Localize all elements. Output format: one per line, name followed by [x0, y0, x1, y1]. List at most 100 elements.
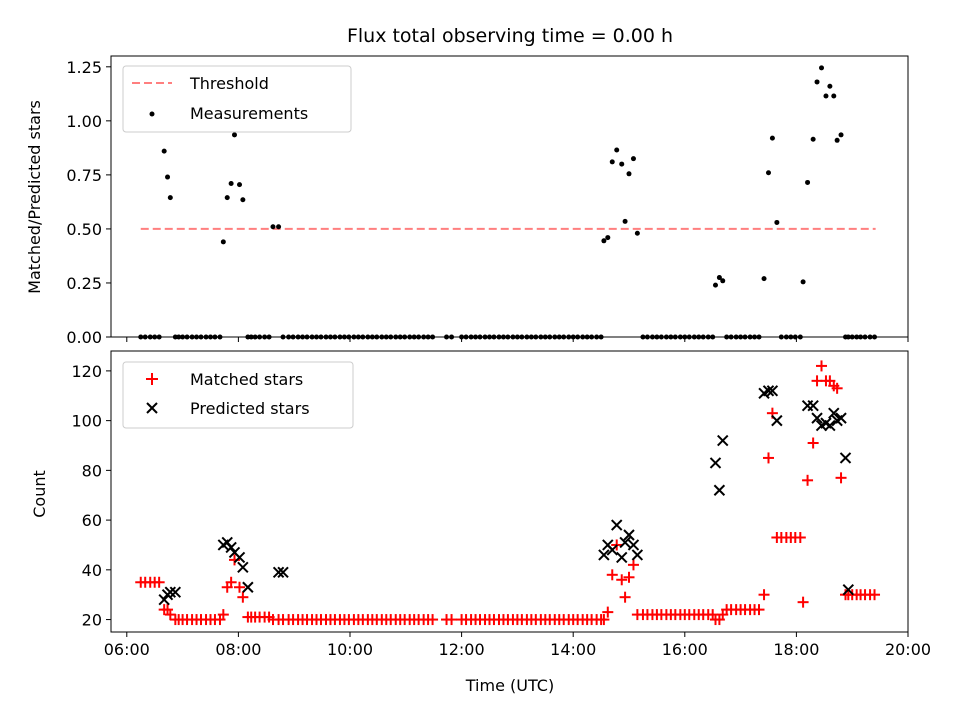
- matched-stars-point: [217, 609, 229, 621]
- bottom-legend: Matched stars Predicted stars: [122, 361, 354, 429]
- predicted-stars-point: [627, 539, 640, 551]
- x-tick-label: 08:00: [215, 640, 261, 659]
- measurement-point: [231, 132, 237, 138]
- legend-predicted-label: Predicted stars: [190, 399, 310, 418]
- matched-stars-point: [627, 559, 639, 571]
- matched-stars-point: [598, 614, 610, 626]
- matched-stars-point: [237, 591, 249, 603]
- measurement-point: [605, 235, 611, 241]
- bottom-y-axis-label: Count: [30, 470, 49, 518]
- matched-stars-point: [794, 532, 806, 544]
- predicted-stars-point: [762, 385, 775, 397]
- predicted-stars-point: [272, 566, 285, 579]
- measurement-point: [720, 278, 726, 284]
- bottom-axis-ticks: 06:00 08:00 10:00 12:00 14:00 16:00 18:00 20:00…: [71, 362, 931, 659]
- predicted-stars-point: [807, 400, 819, 412]
- predicted-stars-point: [839, 452, 852, 464]
- predicted-stars-point: [237, 561, 249, 574]
- matched-stars-point: [234, 581, 246, 593]
- x-tick-label: 18:00: [773, 640, 819, 659]
- measurement-point: [800, 279, 806, 285]
- x-tick-label: 16:00: [662, 640, 708, 659]
- y-tick-label: 0.50: [66, 220, 102, 239]
- matched-stars-point: [623, 571, 635, 583]
- measurement-point: [165, 174, 171, 180]
- predicted-stars-point: [824, 419, 836, 432]
- measurement-point: [819, 65, 825, 71]
- matched-stars-point: [758, 589, 770, 601]
- measurement-point: [838, 132, 844, 138]
- matched-stars-point: [797, 596, 809, 608]
- chart-title: Flux total observing time = 0.00 h: [347, 25, 673, 47]
- x-tick-label: 06:00: [104, 640, 150, 659]
- measurement-point: [814, 79, 820, 85]
- x-tick-label: 20:00: [885, 640, 931, 659]
- measurement-point: [609, 159, 615, 165]
- y-tick-label: 0.75: [66, 166, 102, 185]
- measurement-point: [827, 83, 833, 89]
- predicted-stars-point: [828, 407, 840, 419]
- predicted-stars-point: [619, 536, 631, 549]
- y-tick-label: 120: [71, 362, 102, 381]
- predicted-stars-point: [277, 566, 289, 579]
- matched-stars-point: [802, 474, 814, 486]
- y-tick-label: 1.25: [66, 58, 102, 77]
- legend-matched-swatch: [146, 373, 158, 385]
- measurement-point: [810, 136, 816, 142]
- measurement-point: [614, 147, 620, 153]
- top-axis-ticks: 0.00 0.25 0.50 0.75 1.00 1.25: [66, 58, 909, 347]
- y-tick-label: 100: [71, 412, 102, 431]
- predicted-stars-point: [709, 457, 722, 469]
- matched-stars-point: [869, 589, 881, 601]
- measurement-point: [228, 181, 234, 187]
- matched-stars-point: [606, 569, 618, 581]
- top-legend: Threshold Measurements: [122, 65, 352, 133]
- matched-stars-point: [816, 360, 828, 372]
- measurement-point: [167, 195, 173, 201]
- matched-stars-point: [153, 576, 165, 588]
- predicted-stars-point: [766, 385, 779, 397]
- matched-stars-point: [225, 576, 237, 588]
- measurement-point: [622, 218, 628, 224]
- ratio-panel: Flux total observing time = 0.00 h Match…: [25, 25, 909, 347]
- y-tick-label: 0.25: [66, 274, 102, 293]
- matched-stars-point: [807, 437, 819, 449]
- measurement-point: [716, 275, 722, 281]
- legend-matched-label: Matched stars: [190, 370, 303, 389]
- measurement-point: [161, 148, 167, 154]
- predicted-stars-point: [598, 549, 610, 561]
- matched-stars-point: [164, 609, 176, 621]
- y-tick-label: 20: [82, 611, 102, 630]
- x-tick-label: 12:00: [439, 640, 485, 659]
- measurement-point: [619, 161, 625, 167]
- x-tick-label: 14:00: [550, 640, 596, 659]
- top-y-axis-label: Matched/Predicted stars: [25, 100, 44, 294]
- x-axis-label: Time (UTC): [465, 676, 554, 695]
- measurement-point: [805, 179, 811, 185]
- y-tick-label: 1.00: [66, 112, 102, 131]
- y-tick-label: 60: [82, 511, 102, 530]
- predicted-stars-point: [164, 586, 177, 598]
- measurement-point: [765, 170, 771, 176]
- predicted-stars-point: [225, 541, 237, 554]
- predicted-stars-point: [242, 581, 254, 593]
- legend-threshold-label: Threshold: [189, 74, 269, 93]
- matched-stars-point: [427, 614, 439, 626]
- predicted-stars-point: [835, 412, 847, 424]
- matched-stars-point: [446, 614, 458, 626]
- matched-stars-point: [753, 604, 765, 616]
- bottom-series-marks: [135, 360, 881, 626]
- matched-stars-point: [835, 472, 847, 484]
- bottom-legend-box: [122, 361, 354, 429]
- matched-stars-point: [619, 591, 631, 603]
- measurement-point: [240, 197, 246, 203]
- measurement-point: [634, 230, 640, 236]
- measurement-point: [224, 195, 230, 201]
- measurement-point: [712, 282, 718, 288]
- y-tick-label: 80: [82, 461, 102, 480]
- legend-predicted-swatch: [146, 402, 158, 414]
- measurement-point: [761, 276, 767, 282]
- measurement-point: [220, 239, 226, 245]
- measurement-point: [774, 219, 780, 225]
